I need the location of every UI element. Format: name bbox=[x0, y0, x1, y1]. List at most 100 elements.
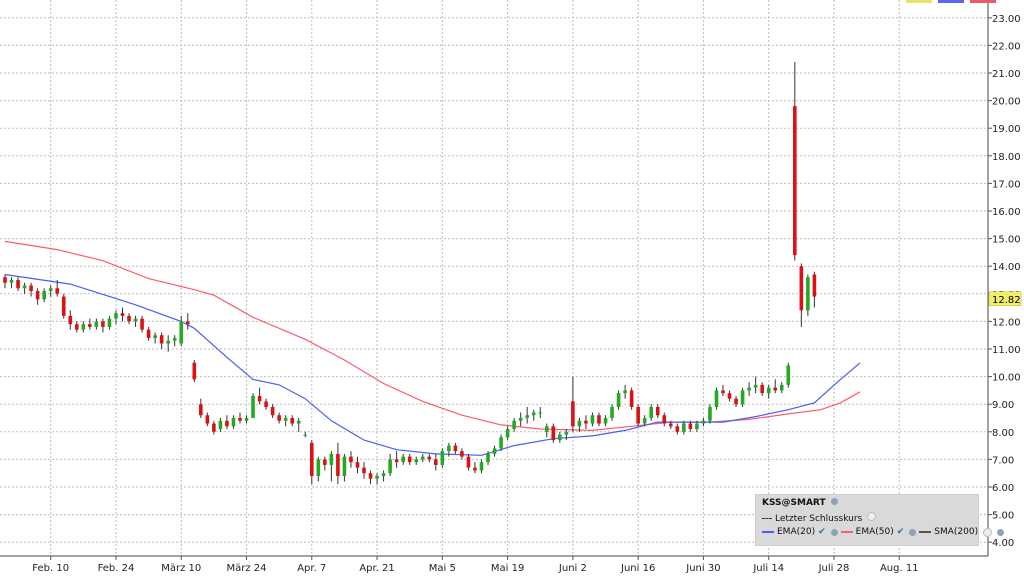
candle-body bbox=[466, 456, 471, 468]
candle-body bbox=[655, 406, 660, 416]
candle-body bbox=[531, 412, 536, 416]
candle-body bbox=[283, 418, 288, 421]
x-tick-label: Juni 16 bbox=[620, 563, 655, 574]
candle-body bbox=[362, 467, 366, 474]
candle-body bbox=[35, 291, 40, 300]
candle-body bbox=[290, 418, 295, 424]
candle-body bbox=[42, 291, 46, 300]
candle-body bbox=[525, 415, 529, 418]
x-tick-label: Feb. 10 bbox=[32, 563, 69, 574]
x-tick-label: März 24 bbox=[226, 563, 266, 574]
y-tick-label: 7.00 bbox=[992, 455, 1014, 466]
legend-title: KSS@SMART bbox=[762, 498, 838, 508]
y-tick-label: 14.00 bbox=[992, 262, 1021, 273]
candle-body bbox=[179, 321, 184, 344]
settings-icon[interactable] bbox=[997, 528, 1005, 536]
last-price-label: 12.82 bbox=[992, 295, 1021, 306]
chart-legend: KSS@SMART Letzter Schlusskurs EMA(20) ✔ … bbox=[755, 494, 1005, 546]
visibility-toggle-icon[interactable] bbox=[983, 527, 993, 537]
candle-body bbox=[786, 365, 791, 385]
settings-icon[interactable] bbox=[830, 498, 838, 505]
candle-body bbox=[323, 459, 327, 465]
x-tick-label: Mai 19 bbox=[491, 563, 524, 574]
y-tick-label: 16.00 bbox=[992, 207, 1021, 218]
candle-body bbox=[623, 390, 627, 394]
ema50-swatch bbox=[840, 531, 853, 533]
candle-body bbox=[94, 321, 99, 327]
candle-body bbox=[708, 406, 712, 421]
candle-body bbox=[688, 423, 693, 430]
candle-body bbox=[401, 456, 405, 463]
y-tick-label: 4.00 bbox=[992, 538, 1014, 549]
candle-body bbox=[159, 335, 164, 344]
candle-body bbox=[212, 423, 216, 432]
legend-last-close: Letzter Schlusskurs bbox=[762, 512, 877, 524]
candle-body bbox=[329, 453, 334, 465]
candle-body bbox=[375, 475, 379, 479]
toolbar-tab-yellow[interactable] bbox=[906, 0, 932, 3]
candle-body bbox=[434, 459, 438, 465]
legend-ema20-label[interactable]: EMA(20) bbox=[777, 527, 816, 537]
legend-ema50-label[interactable]: EMA(50) bbox=[855, 527, 894, 537]
ema20-swatch bbox=[762, 531, 774, 533]
candle-body bbox=[420, 456, 425, 460]
candle-body bbox=[440, 451, 445, 465]
candle-body bbox=[22, 285, 27, 289]
candle-body bbox=[414, 459, 419, 463]
candle-body bbox=[590, 415, 595, 424]
y-tick-label: 6.00 bbox=[992, 483, 1014, 494]
checkmark-icon[interactable]: ✔ bbox=[896, 527, 905, 537]
settings-icon[interactable] bbox=[909, 528, 917, 536]
ema20-line bbox=[4, 273, 861, 456]
plot-area bbox=[0, 0, 988, 556]
candle-body bbox=[68, 315, 73, 325]
candle-body bbox=[218, 420, 223, 430]
candle-body bbox=[342, 456, 347, 476]
candle-body bbox=[492, 448, 497, 454]
candle-body bbox=[336, 453, 340, 476]
candle-body bbox=[806, 277, 810, 311]
candle-body bbox=[81, 324, 86, 330]
candle-body bbox=[16, 280, 20, 289]
x-tick-label: Juni 30 bbox=[685, 563, 720, 574]
candle-body bbox=[205, 415, 210, 424]
candle-body bbox=[668, 423, 673, 427]
candle-body bbox=[153, 335, 157, 338]
toolbar-tab-red[interactable] bbox=[970, 0, 996, 3]
y-tick-label: 17.00 bbox=[992, 179, 1021, 190]
x-tick-label: Juli 14 bbox=[752, 563, 784, 574]
legend-indicators: EMA(20) ✔ EMA(50) ✔ SMA(200) bbox=[762, 527, 1005, 537]
x-tick-label: Mai 5 bbox=[429, 563, 456, 574]
candle-body bbox=[3, 277, 7, 283]
candle-body bbox=[270, 406, 275, 416]
candle-body bbox=[727, 393, 732, 399]
candle-body bbox=[127, 315, 131, 322]
visibility-toggle-icon[interactable] bbox=[867, 512, 877, 521]
settings-icon[interactable] bbox=[830, 528, 838, 536]
candle-body bbox=[695, 423, 699, 430]
legend-sma200-label[interactable]: SMA(200) bbox=[934, 527, 979, 537]
candle-body bbox=[199, 404, 203, 416]
candle-body bbox=[231, 418, 236, 427]
candle-body bbox=[682, 423, 686, 432]
candle-body bbox=[760, 384, 764, 394]
candle-body bbox=[264, 401, 268, 407]
candle-body bbox=[133, 318, 138, 322]
candle-body bbox=[9, 280, 14, 283]
candle-body bbox=[225, 420, 229, 427]
candle-body bbox=[407, 456, 412, 463]
candle-body bbox=[48, 288, 53, 292]
y-tick-label: 11.00 bbox=[992, 345, 1021, 356]
candle-body bbox=[368, 473, 373, 479]
candle-body bbox=[642, 418, 647, 424]
candle-body bbox=[453, 445, 458, 452]
sma200-swatch bbox=[919, 531, 932, 533]
y-tick-label: 12.00 bbox=[992, 317, 1021, 328]
candle-body bbox=[55, 288, 60, 294]
candle-body bbox=[551, 426, 556, 441]
checkmark-icon[interactable]: ✔ bbox=[818, 527, 826, 537]
toolbar-tab-blue[interactable] bbox=[938, 0, 964, 3]
x-tick-label: März 10 bbox=[161, 563, 201, 574]
